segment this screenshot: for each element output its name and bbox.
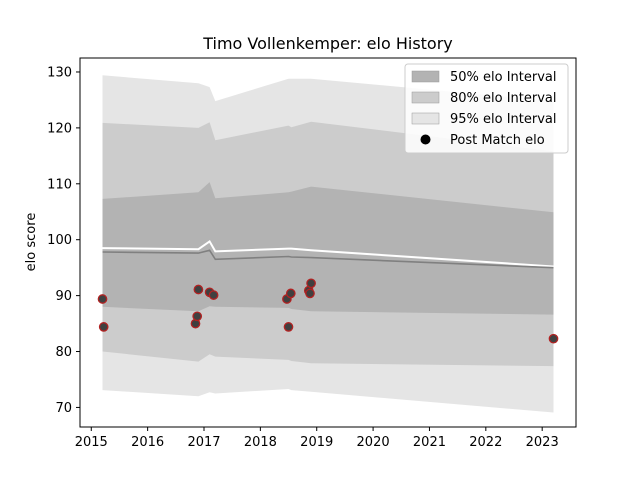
x-tick-label: 2020 xyxy=(357,435,390,450)
post-match-point xyxy=(306,278,316,289)
legend-marker xyxy=(420,134,431,145)
y-tick-label: 100 xyxy=(47,233,72,248)
x-tick-label: 2016 xyxy=(131,435,164,450)
post-match-point xyxy=(192,311,203,322)
x-tick-label: 2018 xyxy=(244,435,277,450)
mean-elo-line xyxy=(102,249,554,269)
post-match-points xyxy=(97,278,559,344)
post-match-point xyxy=(208,290,219,300)
x-axis: 2015 2016 2017 2018 2019 2020 2021 2022 2023 xyxy=(75,427,559,450)
post-match-point xyxy=(548,333,559,344)
axes-frame xyxy=(79,57,577,428)
elo-lines xyxy=(102,239,554,269)
x-tick-label: 2019 xyxy=(300,435,333,450)
y-tick-label: 70 xyxy=(55,401,72,416)
x-tick-label: 2017 xyxy=(187,435,220,450)
post-match-point xyxy=(305,288,315,299)
legend-label: 50% elo Interval xyxy=(450,70,557,85)
band-50-area xyxy=(102,182,554,315)
y-tick-label: 90 xyxy=(55,289,72,304)
post-match-point xyxy=(98,322,109,332)
post-match-point xyxy=(97,294,108,304)
upper-line xyxy=(102,239,554,268)
y-axis: 70 80 90 100 110 120 130 xyxy=(47,65,80,416)
legend-label: 80% elo Interval xyxy=(450,91,557,106)
y-axis-label: elo score xyxy=(24,213,39,272)
x-tick-label: 2015 xyxy=(75,435,108,450)
interval-bands xyxy=(102,75,554,413)
legend-label: Post Match elo xyxy=(450,133,545,148)
legend-swatch xyxy=(411,112,440,125)
y-tick-label: 80 xyxy=(55,345,72,360)
post-match-point xyxy=(285,288,296,299)
chart-title: Timo Vollenkemper: elo History xyxy=(202,34,453,53)
x-tick-label: 2023 xyxy=(526,435,559,450)
y-tick-label: 120 xyxy=(47,121,72,136)
y-tick-label: 110 xyxy=(47,177,72,192)
legend-swatch xyxy=(411,70,440,83)
post-match-point xyxy=(283,322,294,332)
post-match-point xyxy=(193,284,204,295)
x-tick-label: 2022 xyxy=(469,435,502,450)
y-tick-label: 130 xyxy=(47,65,72,80)
legend-swatch xyxy=(411,91,440,104)
plot-area xyxy=(97,75,559,413)
legend-box xyxy=(404,63,569,154)
legend-label: 95% elo Interval xyxy=(450,112,557,127)
x-tick-label: 2021 xyxy=(413,435,446,450)
legend: 50% elo Interval 80% elo Interval 95% elo … xyxy=(404,63,569,154)
